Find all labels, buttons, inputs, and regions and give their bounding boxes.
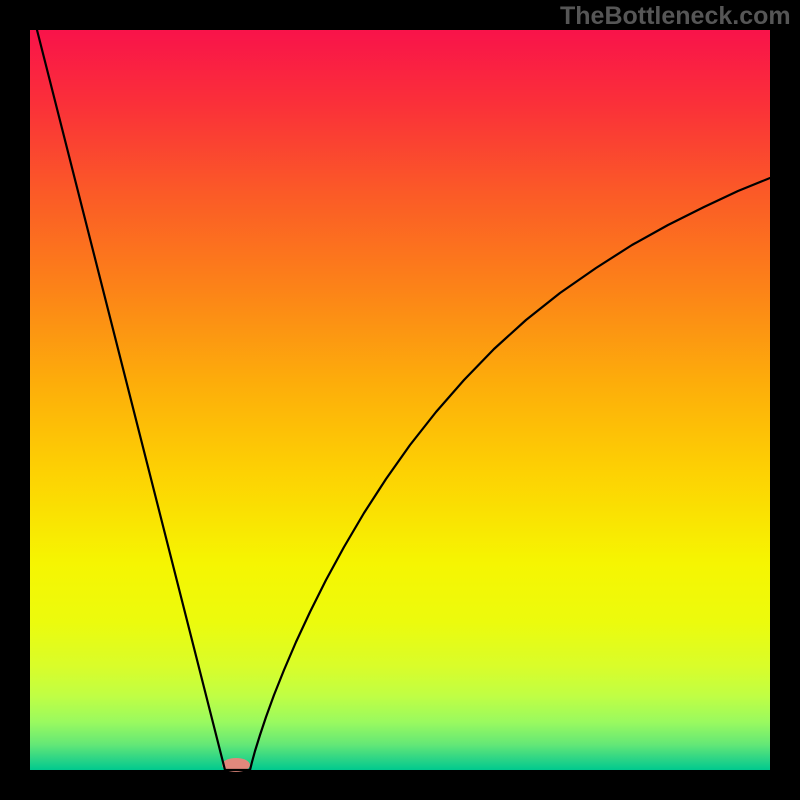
chart-container: TheBottleneck.com bbox=[0, 0, 800, 800]
plot-background bbox=[30, 30, 770, 770]
chart-svg bbox=[0, 0, 800, 800]
watermark-text: TheBottleneck.com bbox=[560, 2, 791, 31]
